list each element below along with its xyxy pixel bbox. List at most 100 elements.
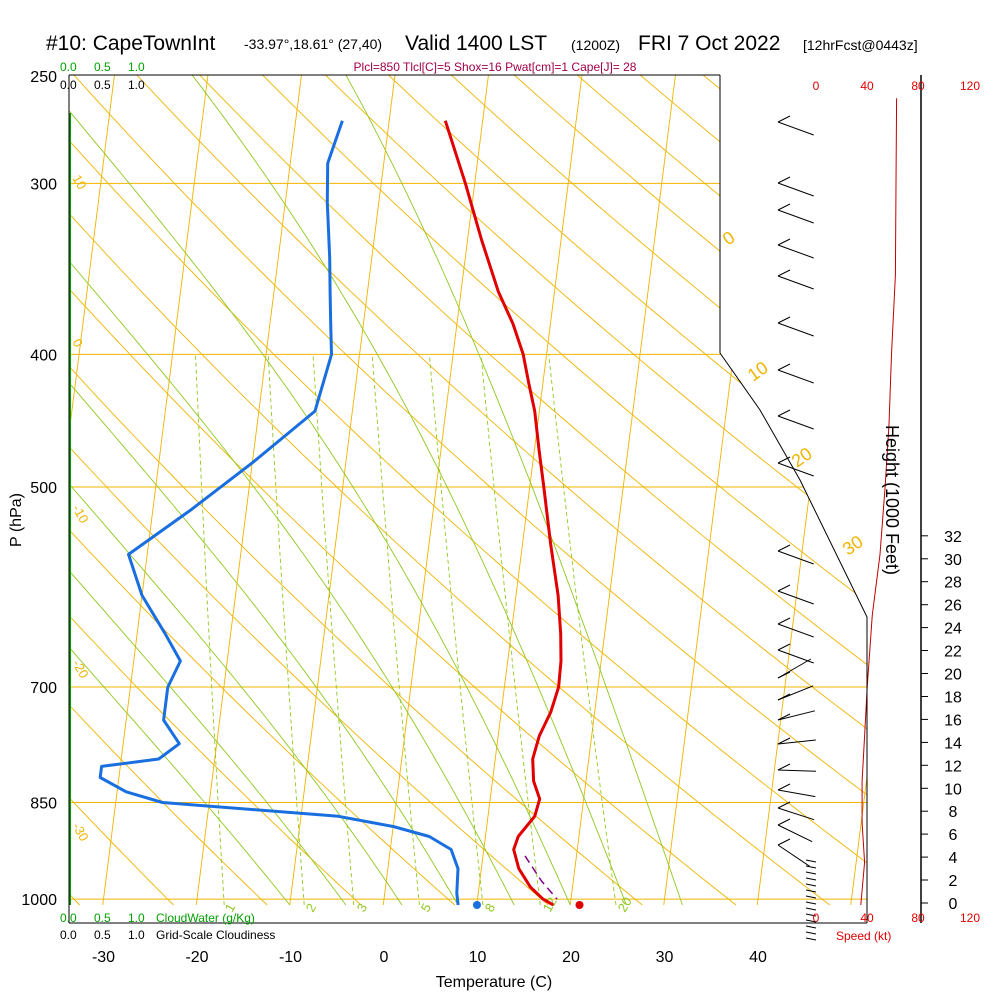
y-tick-label: 300 — [30, 176, 57, 193]
speed-top-tick-0: 0 — [813, 79, 820, 93]
temperature-line — [443, 120, 563, 907]
dry-adiabat — [69, 75, 456, 906]
mixing-ratio-label: 20 — [615, 894, 635, 914]
moist-adiabat — [69, 75, 347, 906]
wind-barb — [777, 369, 814, 384]
wind-barb — [805, 889, 817, 893]
x-tick-label: -30 — [92, 949, 115, 966]
height-tick-label: 18 — [944, 690, 962, 707]
wind-barb — [777, 739, 816, 745]
dewpoint-line — [98, 120, 460, 906]
dry-adiabat — [69, 75, 643, 906]
height-tick-label: 8 — [949, 804, 958, 821]
dry-adiabat — [69, 75, 737, 906]
y-axis-title: P (hPa) — [8, 493, 25, 547]
wind-barb-flag — [777, 544, 791, 552]
isotherm-line — [382, 75, 489, 906]
speed-bottom-tick-2: 80 — [911, 911, 925, 925]
wind-barb — [777, 789, 816, 798]
speed-top-tick-3: 120 — [960, 79, 980, 93]
cloud-bottom-green-2: 1.0 — [128, 911, 145, 925]
adiabat-label: 10 — [744, 357, 772, 385]
cloud-top-black-0: 0.0 — [60, 78, 77, 92]
isotherm-line — [195, 75, 302, 906]
cloud-top-black-1: 0.5 — [94, 78, 111, 92]
height-tick-label: 16 — [944, 712, 962, 729]
wind-barb-flag — [777, 617, 791, 625]
surface-temperature-marker — [575, 901, 584, 909]
title-station: #10: CapeTownInt — [46, 32, 215, 55]
wind-barb-flag — [777, 763, 791, 771]
adiabat-label: -10 — [69, 502, 91, 526]
y-tick-label: 250 — [30, 69, 57, 86]
height-tick-label: 20 — [944, 667, 962, 684]
speed-bottom-tick-1: 40 — [860, 911, 874, 925]
wind-barb — [805, 883, 817, 887]
mixing-ratio-line — [480, 354, 541, 906]
wind-barb — [805, 901, 817, 905]
x-tick-label: -20 — [185, 949, 208, 966]
wind-barb — [777, 710, 816, 721]
cloud-bottom-black-1: 0.5 — [94, 928, 111, 942]
isotherm-line — [289, 75, 396, 906]
dry-adiabat — [73, 75, 867, 906]
cloudwater-label: CloudWater (g/Kg) — [156, 911, 255, 925]
title-forecast: [12hrFcst@0443z] — [803, 37, 918, 53]
speed-axis-label: Speed (kt) — [836, 929, 891, 943]
wind-barb — [777, 182, 814, 197]
height-tick-label: 26 — [944, 598, 962, 615]
wind-barb-flag — [777, 671, 791, 679]
wind-barb — [777, 769, 817, 772]
wind-barb — [777, 322, 814, 337]
moist-adiabat — [345, 75, 683, 906]
mixing-ratio-line — [267, 354, 305, 906]
wind-barb — [805, 859, 817, 863]
dry-adiabat — [262, 75, 867, 906]
wind-barb-flag — [777, 269, 791, 277]
cloud-bottom-green-1: 0.5 — [94, 911, 111, 925]
dry-adiabat — [136, 75, 867, 906]
height-tick-label: 28 — [944, 575, 962, 592]
y-tick-label: 1000 — [21, 892, 57, 909]
x-tick-label: 0 — [380, 949, 389, 966]
wind-barb-flag — [777, 693, 791, 701]
wind-barb — [805, 925, 817, 929]
parcel-line — [524, 855, 558, 900]
wind-barb — [777, 462, 814, 477]
wind-barb-flag — [777, 713, 791, 721]
height-tick-label: 24 — [944, 621, 962, 638]
wind-barb-flag — [777, 584, 791, 592]
wind-barb — [777, 121, 814, 136]
speed-top-tick-2: 80 — [911, 79, 925, 93]
speed-bottom-tick-0: 0 — [813, 911, 820, 925]
wind-barb-flag — [777, 409, 791, 417]
wind-barb-flag — [777, 783, 791, 791]
wind-barb-flag — [777, 801, 791, 809]
wind-barb — [777, 623, 814, 638]
y-tick-label: 700 — [30, 680, 57, 697]
mixing-ratio-line — [548, 354, 617, 906]
wind-barb — [777, 275, 814, 290]
height-tick-label: 10 — [944, 781, 962, 798]
wind-barb — [777, 209, 814, 224]
wind-barb — [777, 415, 814, 430]
moist-adiabat — [191, 75, 627, 906]
mixing-ratio-label: 8 — [482, 901, 499, 915]
wind-barb — [777, 685, 814, 701]
moist-adiabat — [69, 75, 403, 906]
plot-right-border — [719, 75, 868, 923]
wind-barb — [805, 937, 817, 941]
wind-barb — [805, 907, 817, 911]
wind-barb-flag — [777, 818, 791, 826]
dry-adiabat — [576, 75, 867, 906]
wind-barb-flag — [777, 643, 791, 651]
wind-barb-flag — [777, 115, 791, 123]
dry-adiabat — [69, 75, 362, 906]
dry-adiabat — [514, 75, 867, 906]
height-tick-label: 32 — [944, 529, 962, 546]
height-tick-label: 14 — [944, 735, 962, 752]
x-tick-label: 10 — [469, 949, 487, 966]
adiabat-label: 0 — [719, 227, 739, 249]
wind-barb — [777, 590, 814, 605]
wind-barb-flag — [777, 176, 791, 184]
